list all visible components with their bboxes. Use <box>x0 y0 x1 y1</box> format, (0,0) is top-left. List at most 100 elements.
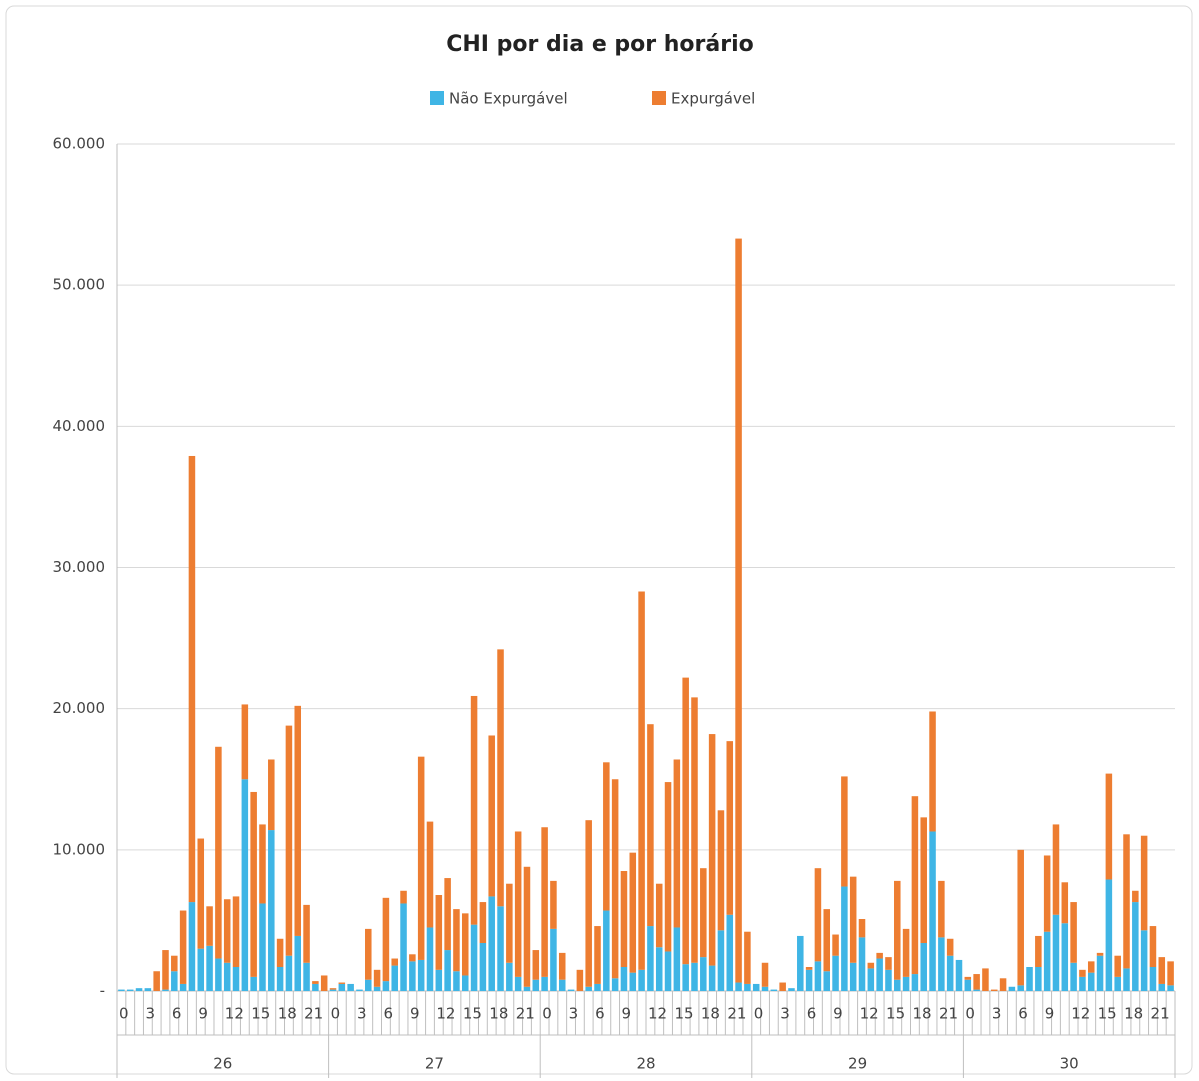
bar <box>761 962 769 987</box>
bar <box>717 810 725 931</box>
x-tick-label: 21 <box>939 1005 958 1023</box>
bar <box>744 983 751 991</box>
bar <box>1061 923 1069 991</box>
bar <box>461 913 469 976</box>
bar <box>858 919 866 938</box>
bar <box>320 975 328 991</box>
bar <box>805 969 813 991</box>
bar <box>973 989 980 991</box>
bar <box>849 962 857 991</box>
bar <box>1132 890 1139 903</box>
bar <box>365 928 372 980</box>
bar <box>805 967 813 970</box>
bar <box>629 852 637 973</box>
bar <box>823 971 831 991</box>
bar <box>153 971 160 991</box>
x-tick-label: 3 <box>992 1005 1002 1023</box>
bar <box>241 779 249 991</box>
bar <box>735 238 742 983</box>
bar <box>585 986 592 991</box>
bar <box>1096 955 1104 991</box>
bar <box>726 914 734 991</box>
bar <box>1052 914 1060 991</box>
bar <box>373 969 381 987</box>
bar <box>118 989 125 991</box>
bar <box>1070 962 1077 991</box>
bar <box>938 880 945 938</box>
bar <box>215 746 222 959</box>
x-tick-label: 18 <box>278 1005 297 1023</box>
bar <box>946 955 954 991</box>
bar <box>347 983 354 991</box>
x-tick-label: 0 <box>331 1005 341 1023</box>
bar <box>585 820 592 987</box>
bar <box>664 951 672 991</box>
bar <box>294 935 302 991</box>
bar <box>1008 986 1016 991</box>
bar <box>1070 902 1077 963</box>
bar <box>964 976 972 980</box>
bar <box>744 931 751 984</box>
bar <box>911 796 919 975</box>
bar <box>1017 849 1024 986</box>
legend-label: Não Expurgável <box>449 90 568 108</box>
bar <box>673 759 681 928</box>
bar <box>700 957 707 991</box>
bar <box>576 969 584 991</box>
bar <box>479 943 487 991</box>
bar <box>470 695 478 925</box>
bar <box>444 950 451 991</box>
x-group-label: 30 <box>1060 1055 1079 1073</box>
bar <box>285 955 293 991</box>
x-tick-label: 12 <box>436 1005 455 1023</box>
bar <box>1043 931 1051 991</box>
bar <box>867 962 875 969</box>
x-tick-label: 15 <box>1098 1005 1117 1023</box>
bar <box>629 972 637 991</box>
bar <box>964 979 972 991</box>
bar <box>1123 968 1130 991</box>
x-tick-label: 3 <box>569 1005 579 1023</box>
bar <box>849 876 857 963</box>
bar <box>382 981 390 991</box>
x-tick-label: 21 <box>1151 1005 1170 1023</box>
bar <box>435 969 443 991</box>
bar <box>532 950 540 980</box>
x-tick-label: 21 <box>304 1005 323 1023</box>
x-tick-label: 9 <box>198 1005 208 1023</box>
x-tick-label: 12 <box>1071 1005 1090 1023</box>
y-tick-label: 20.000 <box>53 699 106 717</box>
bar <box>990 989 998 991</box>
bar <box>506 962 513 991</box>
bar <box>1167 961 1174 986</box>
bar <box>929 711 936 832</box>
bar <box>506 883 513 963</box>
bar <box>1052 824 1060 915</box>
bar <box>356 989 363 991</box>
bar <box>126 989 134 991</box>
x-tick-label: 21 <box>727 1005 746 1023</box>
bar <box>541 827 548 977</box>
bar <box>391 965 398 991</box>
bar <box>488 735 495 897</box>
x-tick-label: 0 <box>754 1005 764 1023</box>
bar <box>594 983 601 991</box>
chart-title: CHI por dia e por horário <box>446 32 754 57</box>
y-tick-label: 10.000 <box>53 840 106 858</box>
bar <box>1114 955 1121 977</box>
bar <box>647 926 654 991</box>
x-tick-label: 9 <box>833 1005 843 1023</box>
bar <box>708 965 716 991</box>
bar <box>1043 855 1051 932</box>
bar <box>832 955 839 991</box>
x-group-label: 27 <box>425 1055 444 1073</box>
bar <box>417 756 425 960</box>
bar <box>461 975 469 991</box>
bar <box>761 986 769 991</box>
bar <box>700 868 707 958</box>
bar <box>664 782 672 952</box>
bar <box>162 989 169 991</box>
x-tick-label: 18 <box>489 1005 508 1023</box>
bar <box>250 791 257 977</box>
bar <box>911 974 919 991</box>
